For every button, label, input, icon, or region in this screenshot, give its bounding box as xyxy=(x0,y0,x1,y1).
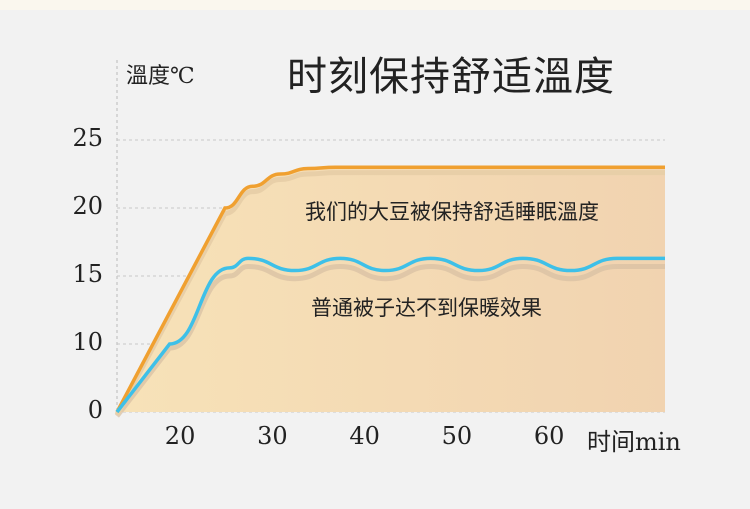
y-axis-label: 溫度℃ xyxy=(126,64,195,89)
wave-shadow xyxy=(115,263,665,418)
y-tick-label: 10 xyxy=(72,328,103,356)
chart-title: 时刻保持舒适溫度 xyxy=(287,54,615,100)
x-tick-label: 20 xyxy=(164,422,196,450)
x-tick-label: 60 xyxy=(533,422,565,450)
y-tick-label: 15 xyxy=(72,260,103,288)
y-tick-label: 20 xyxy=(72,192,103,220)
x-tick-label: 40 xyxy=(349,422,380,450)
x-tick-label: 30 xyxy=(257,422,288,450)
area-fill xyxy=(117,167,665,412)
series-line-ours xyxy=(115,165,665,413)
x-axis-label: 时间min xyxy=(587,428,681,456)
orange-shadow xyxy=(114,170,665,416)
annotation-ours: 我们的大豆被保持舒适睡眠溫度 xyxy=(305,200,599,224)
y-tick-label: 25 xyxy=(72,124,103,152)
series-line-ordinary xyxy=(115,256,665,414)
annotation-ordinary: 普通被子达不到保暖效果 xyxy=(311,296,542,320)
top-band xyxy=(0,0,750,10)
y-tick-label: 0 xyxy=(87,396,103,424)
x-tick-label: 50 xyxy=(441,422,473,450)
